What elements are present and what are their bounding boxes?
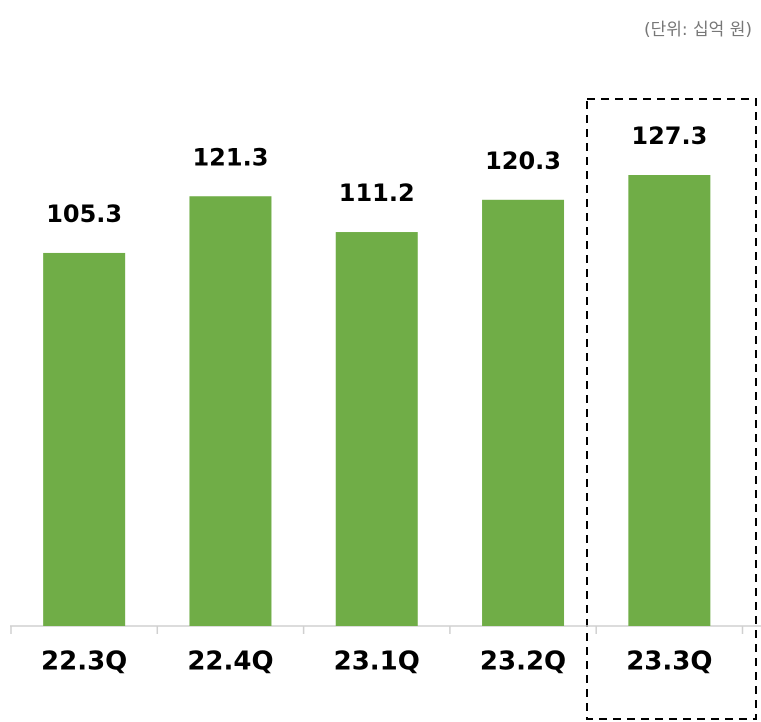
- highlight-box: [586, 98, 757, 720]
- value-label: 105.3: [46, 200, 122, 228]
- value-label: 120.3: [485, 147, 561, 175]
- x-tick-label: 23.2Q: [480, 647, 566, 677]
- value-label: 111.2: [339, 179, 415, 207]
- bar: [189, 196, 272, 626]
- chart-subtitle: (단위: 십억 원): [644, 20, 752, 40]
- x-tick-label: 23.3Q: [626, 647, 712, 677]
- bar: [43, 252, 126, 626]
- x-tick-label: 23.1Q: [334, 647, 420, 677]
- bar: [482, 199, 565, 626]
- x-tick-label: 22.3Q: [41, 647, 127, 677]
- x-tick-label: 22.4Q: [187, 647, 273, 677]
- bar: [335, 232, 418, 626]
- bar: [628, 175, 711, 626]
- value-label: 121.3: [192, 143, 268, 171]
- value-label: 127.3: [631, 122, 707, 150]
